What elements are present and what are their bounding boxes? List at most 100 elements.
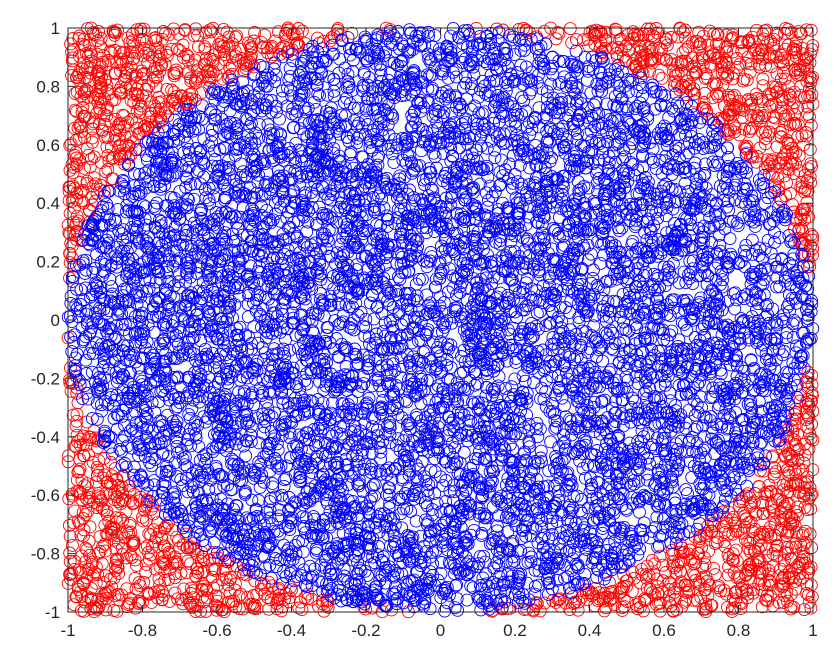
point-outside	[64, 384, 78, 398]
point-outside	[293, 595, 307, 609]
point-outside	[179, 48, 193, 61]
point-outside	[752, 480, 766, 494]
point-outside	[109, 26, 122, 40]
point-outside	[194, 604, 208, 618]
point-outside	[781, 22, 795, 36]
point-outside	[767, 512, 781, 526]
point-outside	[112, 133, 126, 146]
point-outside	[113, 45, 127, 59]
point-outside	[220, 555, 234, 569]
point-outside	[260, 41, 274, 55]
point-outside	[190, 561, 204, 575]
point-outside	[696, 602, 710, 616]
point-outside	[642, 569, 656, 582]
point-outside	[689, 555, 703, 569]
point-outside	[155, 32, 169, 46]
point-outside	[717, 535, 731, 549]
point-outside	[626, 25, 640, 39]
point-outside	[90, 106, 104, 120]
point-outside	[327, 29, 341, 43]
point-outside	[243, 39, 257, 53]
point-outside	[99, 569, 113, 583]
point-outside	[62, 518, 76, 532]
point-outside	[745, 96, 759, 110]
point-outside	[91, 487, 105, 501]
point-outside	[696, 101, 710, 114]
point-outside	[804, 119, 818, 132]
point-outside	[682, 547, 696, 561]
point-outside	[603, 585, 617, 599]
point-outside	[74, 89, 88, 103]
point-outside	[123, 35, 137, 49]
point-outside	[130, 559, 143, 572]
point-outside	[728, 594, 742, 608]
point-outside	[165, 83, 179, 97]
point-outside	[127, 536, 141, 550]
point-outside	[790, 508, 804, 522]
point-outside	[682, 585, 696, 599]
point-outside	[789, 412, 803, 426]
point-outside	[64, 137, 78, 151]
point-outside	[139, 565, 153, 579]
point-outside	[203, 23, 217, 37]
point-outside	[185, 92, 199, 106]
point-outside	[728, 89, 741, 102]
point-outside	[726, 592, 740, 606]
point-outside	[85, 131, 99, 145]
point-outside	[754, 573, 768, 587]
point-outside	[708, 537, 722, 551]
point-outside	[150, 112, 163, 126]
point-outside	[198, 57, 212, 71]
point-inside	[444, 29, 458, 43]
point-outside	[496, 23, 510, 37]
point-outside	[96, 589, 110, 602]
point-outside	[199, 25, 213, 39]
point-outside	[538, 596, 552, 610]
point-outside	[148, 535, 162, 549]
point-outside	[696, 53, 710, 67]
point-outside	[101, 100, 114, 114]
point-outside	[533, 604, 547, 618]
point-outside	[740, 146, 754, 160]
point-outside	[638, 40, 652, 54]
point-outside	[614, 585, 628, 599]
point-outside	[652, 52, 666, 66]
point-outside	[798, 500, 812, 514]
point-outside	[325, 31, 339, 45]
point-outside	[702, 544, 716, 558]
point-outside	[274, 42, 288, 55]
point-outside	[713, 508, 727, 522]
point-inside	[761, 233, 775, 247]
point-outside	[787, 205, 801, 219]
point-outside	[98, 544, 112, 558]
point-outside	[91, 497, 105, 511]
point-outside	[699, 597, 713, 611]
point-outside	[614, 43, 628, 57]
point-outside	[198, 40, 212, 54]
point-outside	[89, 576, 103, 590]
point-outside	[745, 564, 759, 577]
point-outside	[176, 38, 190, 52]
point-inside	[623, 141, 637, 155]
point-outside	[66, 166, 80, 180]
point-outside	[114, 87, 128, 100]
point-outside	[203, 553, 217, 567]
point-outside	[87, 150, 101, 164]
point-outside	[165, 42, 179, 56]
point-outside	[148, 99, 162, 113]
point-outside	[687, 87, 701, 101]
point-outside	[80, 70, 94, 84]
point-outside	[126, 497, 140, 511]
point-outside	[185, 87, 199, 101]
point-outside	[743, 545, 757, 558]
point-outside	[123, 494, 137, 508]
point-outside	[115, 480, 129, 494]
point-outside	[753, 464, 767, 478]
point-outside	[215, 573, 229, 587]
point-outside	[65, 487, 79, 501]
point-outside	[756, 79, 770, 93]
point-outside	[281, 45, 295, 59]
point-outside	[218, 562, 232, 576]
point-outside	[137, 575, 151, 589]
point-outside	[773, 156, 787, 170]
